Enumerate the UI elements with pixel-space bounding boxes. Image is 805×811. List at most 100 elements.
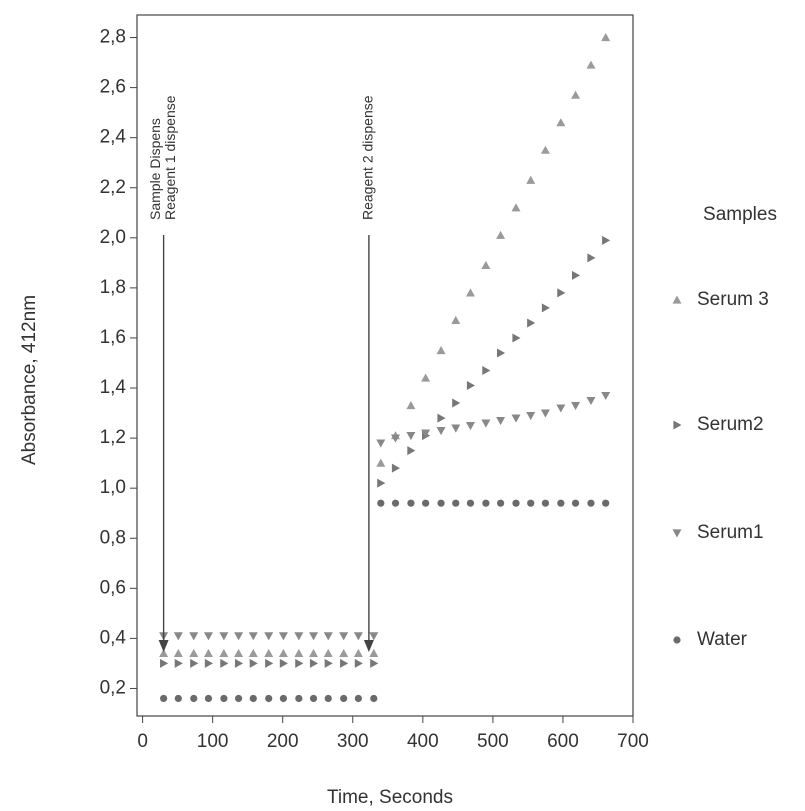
data-point (391, 463, 401, 473)
legend-marker (673, 420, 682, 430)
data-point (295, 694, 303, 703)
data-point (340, 694, 348, 703)
data-point (496, 416, 506, 426)
data-point (526, 175, 536, 184)
legend-title: Samples (703, 204, 777, 225)
data-point (571, 90, 581, 99)
data-point (278, 632, 288, 641)
data-point (540, 145, 550, 154)
data-point (587, 253, 596, 263)
data-point (234, 632, 244, 641)
data-point (219, 632, 229, 641)
data-point (354, 694, 362, 703)
data-point (309, 658, 319, 668)
data-point (452, 398, 461, 408)
data-point (496, 499, 505, 507)
data-point (391, 499, 400, 507)
data-point (370, 694, 378, 703)
data-point (481, 260, 491, 269)
data-point (339, 648, 349, 658)
data-point (465, 288, 475, 297)
data-point (377, 499, 385, 507)
arrow-head (363, 640, 374, 652)
data-point (541, 499, 550, 507)
data-point (527, 318, 536, 328)
data-point (190, 694, 198, 703)
x-tick-label: 700 (617, 731, 649, 752)
data-point (354, 658, 363, 668)
data-point (323, 648, 333, 658)
x-tick-label: 100 (197, 731, 229, 752)
annotation-text: Reagent 2 dispense (360, 95, 376, 220)
data-point (466, 499, 475, 507)
y-tick-label: 2,4 (100, 127, 127, 148)
data-point (421, 429, 431, 438)
data-point (220, 694, 228, 703)
y-tick-label: 0,8 (100, 527, 126, 548)
y-tick-label: 2,8 (100, 27, 126, 48)
data-point (451, 315, 461, 325)
data-point (248, 648, 258, 658)
data-point (586, 60, 596, 69)
data-point (249, 694, 257, 703)
data-point (174, 694, 182, 703)
data-point (601, 391, 611, 401)
legend-label: Serum 3 (697, 289, 769, 310)
data-point (496, 230, 506, 239)
data-point (203, 648, 213, 658)
data-point (407, 499, 415, 507)
data-point (339, 632, 349, 641)
data-point (353, 632, 363, 641)
data-point (377, 478, 386, 488)
data-point (602, 499, 610, 507)
data-point (466, 381, 475, 391)
data-point (309, 694, 318, 703)
data-point (406, 432, 416, 441)
x-tick-label: 200 (267, 731, 299, 752)
data-point (437, 499, 445, 507)
data-point (406, 401, 416, 410)
data-point (323, 632, 333, 641)
y-tick-label: 1,4 (100, 377, 127, 398)
x-axis-label: Time, Seconds (327, 787, 453, 808)
data-point (265, 694, 273, 703)
x-tick-label: 600 (547, 731, 579, 752)
data-point (482, 499, 490, 507)
data-point (511, 203, 521, 212)
data-point (421, 373, 431, 382)
data-point (173, 632, 183, 641)
data-point (160, 694, 168, 703)
data-point (279, 694, 288, 703)
data-point (571, 401, 581, 411)
data-point (376, 458, 386, 467)
data-point (294, 648, 304, 658)
data-point (496, 348, 506, 358)
arrow-head (158, 640, 169, 652)
data-point (174, 658, 183, 668)
annotation-text: Reagent 1 dispense (162, 95, 178, 220)
y-tick-label: 0,6 (100, 577, 126, 598)
data-point (265, 658, 274, 668)
data-point (264, 632, 274, 641)
data-point (512, 333, 521, 343)
data-point (324, 694, 332, 703)
data-point (249, 658, 258, 668)
y-tick-label: 1,2 (100, 427, 126, 448)
data-point (220, 658, 229, 668)
data-point (452, 499, 460, 507)
plot-frame (136, 14, 634, 717)
data-point (189, 648, 199, 658)
data-point (512, 499, 520, 507)
data-point (159, 648, 169, 658)
data-point (324, 658, 333, 668)
data-point (587, 499, 595, 507)
data-point (234, 658, 244, 668)
legend-label: Water (697, 629, 748, 650)
annotation-text: Sample Dispens (147, 118, 163, 220)
data-point (219, 648, 229, 658)
y-tick-label: 2,6 (100, 77, 126, 98)
data-point (294, 632, 304, 641)
data-point (173, 648, 183, 658)
data-point (436, 426, 446, 436)
